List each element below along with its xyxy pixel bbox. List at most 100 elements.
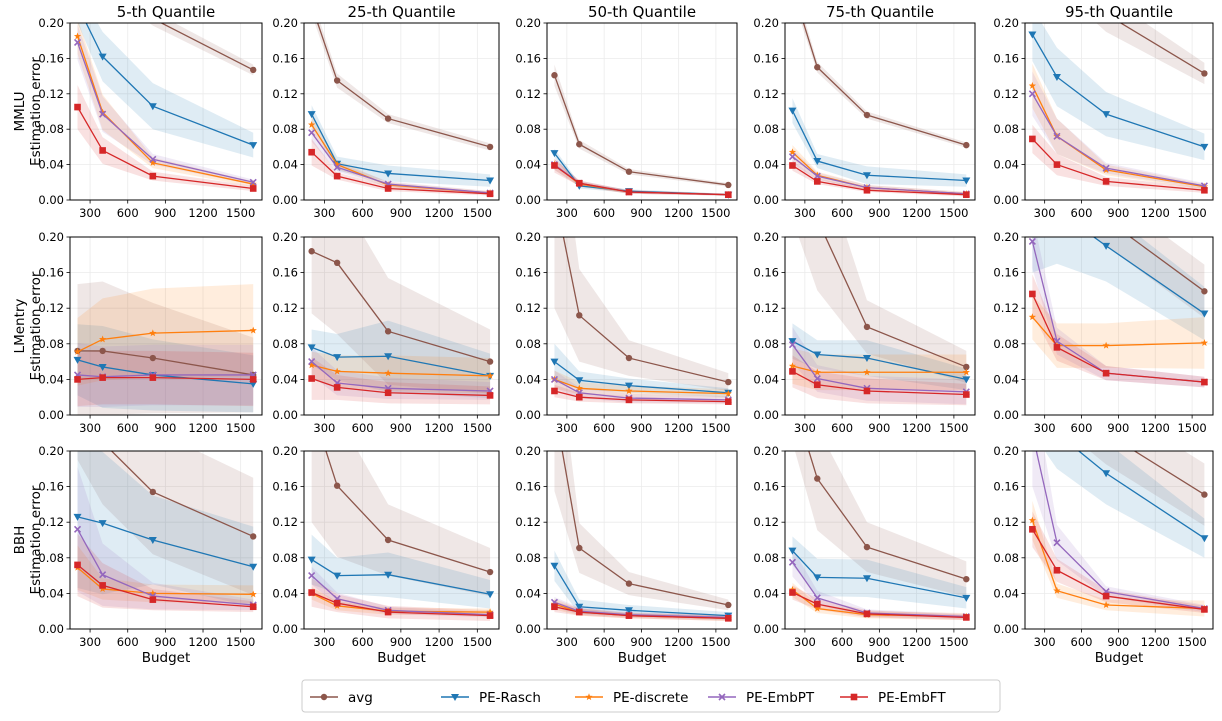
point-PE-EmbFT [575,608,583,616]
line-PE-EmbFT [554,606,729,619]
y-tick-label: 0.08 [272,122,298,136]
point-PE-Rasch [1200,535,1209,543]
point-PE-EmbPT [249,178,257,186]
point-avg [1201,491,1208,498]
point-PE-Rasch [98,520,107,528]
x-tick-label: 1200 [664,635,693,649]
y-tick-label: 0.20 [272,230,298,244]
line-PE-Rasch [85,23,254,146]
plot-area [788,23,971,198]
point-PE-EmbFT [1201,378,1208,386]
point-avg [384,536,392,544]
panel-lmentry-0: 0.00 0.04 0.08 0.12 0.16 0.20 300 600 900 1200 150… [12,230,263,435]
point-avg [149,488,157,496]
band-PE-EmbFT [1032,124,1205,193]
point-PE-Rasch [74,2,82,9]
y-tick-label: 0.04 [753,372,779,386]
line-PE-EmbFT [554,390,729,403]
point-PE-EmbFT [333,384,341,391]
point-avg [551,189,557,195]
line-PE-EmbFT [792,370,967,396]
point-PE-EmbFT [725,191,732,198]
line-avg [325,451,491,573]
plot-area [1028,237,1209,388]
panel-bbh-4: 0.00 0.04 0.08 0.12 0.16 0.20 300 600 900 1200 150… [993,359,1214,666]
band-PE-Rasch [792,98,967,187]
band-PE-EmbPT [311,123,491,195]
point-avg [725,378,732,386]
point-PE-discrete [486,372,494,379]
point-PE-EmbFT [575,179,583,187]
point-PE-discrete [1102,166,1110,173]
axes-frame [546,450,738,630]
band-PE-EmbPT [1032,71,1205,189]
y-tick-label: 0.20 [515,16,541,30]
point-avg [1029,359,1035,365]
point-PE-discrete [813,171,821,179]
y-tick-label: 0.16 [515,51,541,65]
point-PE-EmbPT [1053,132,1061,140]
legend-label: PE-EmbFT [878,690,946,706]
y-tick-label: 0.12 [753,515,779,529]
point-PE-EmbPT [308,358,316,366]
x-tick-label: 300 [1034,206,1056,220]
band-PE-Rasch [1044,451,1205,558]
point-PE-EmbFT [1029,135,1036,143]
point-avg [99,439,105,445]
plot-area [73,439,258,613]
point-PE-discrete [99,335,107,343]
point-PE-EmbFT [99,147,106,154]
line-avg [561,451,729,606]
plot-area [550,64,733,199]
point-PE-EmbPT [813,594,821,602]
band-PE-discrete [77,284,254,386]
point-avg [1201,70,1208,77]
x-tick-label: 600 [352,421,374,435]
point-PE-EmbPT [550,375,559,383]
x-tick-label: 600 [117,421,139,435]
point-PE-EmbFT [789,368,796,375]
line-avg [1129,237,1205,292]
x-tick-label: 300 [313,635,335,649]
line-avg [1133,451,1205,496]
point-avg [250,533,257,540]
band-PE-EmbFT [77,350,254,407]
point-PE-EmbFT [149,172,157,180]
x-tick-label: 1200 [1141,635,1170,649]
point-avg [250,66,257,74]
band-PE-EmbPT [77,467,254,611]
y-tick-label: 0.16 [993,480,1019,494]
point-PE-EmbFT [99,374,106,381]
line-avg [77,350,254,376]
line-PE-Rasch [554,361,729,394]
x-tick-label: 1200 [1141,206,1170,220]
x-tick-label: 900 [1107,206,1129,220]
line-PE-EmbPT [1035,451,1205,610]
band-avg [77,451,254,596]
point-PE-EmbFT [551,387,558,395]
line-PE-EmbPT [76,42,254,183]
point-avg [625,354,633,362]
point-PE-discrete [1028,313,1036,321]
x-tick-label: 900 [868,206,890,220]
legend-box [301,679,1001,713]
line-PE-EmbFT [77,564,254,608]
point-avg [725,601,732,609]
point-PE-Rasch [98,363,107,371]
band-PE-Rasch [792,323,967,391]
point-PE-discrete [575,384,583,392]
point-PE-discrete [149,589,157,597]
band-PE-Rasch [311,105,491,187]
y-tick-label: 0.00 [993,193,1019,207]
x-axis-label: Budget [618,650,667,666]
point-PE-discrete [99,108,107,116]
point-PE-EmbPT [813,172,821,180]
column-title: 5-th Quantile [117,3,216,21]
x-tick-label: 900 [1107,635,1129,649]
y-tick-label: 0.00 [753,408,779,422]
y-tick-label: 0.04 [272,372,298,386]
y-tick-label: 0.20 [272,16,298,30]
point-PE-EmbPT [1053,539,1061,547]
point-PE-EmbFT [333,172,341,180]
band-PE-discrete [792,145,967,196]
